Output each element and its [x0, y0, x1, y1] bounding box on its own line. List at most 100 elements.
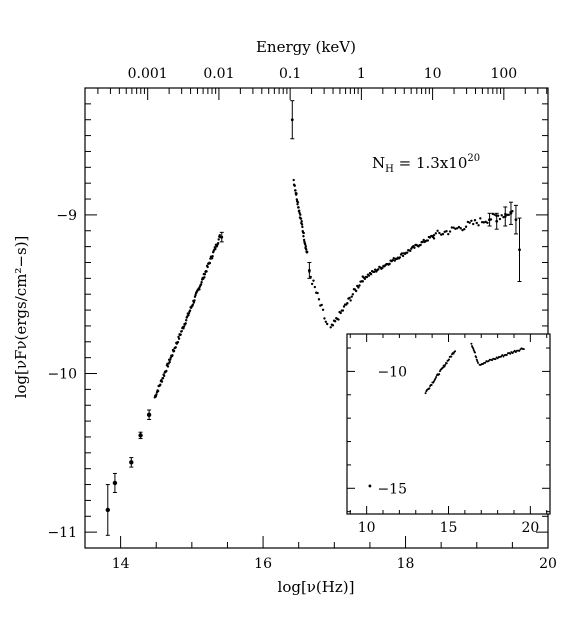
data-point: [300, 220, 303, 223]
data-point: [203, 273, 207, 276]
inset-data-point: [450, 355, 453, 358]
data-point: [205, 270, 208, 273]
data-point: [398, 256, 402, 259]
inset-data-point: [502, 355, 505, 358]
data-point: [192, 301, 196, 304]
data-point: [498, 217, 502, 221]
data-point: [300, 223, 304, 226]
inset-data-point: [444, 363, 447, 366]
data-point: [217, 238, 220, 241]
inset-x-tick-label: 15: [440, 520, 458, 536]
data-point: [304, 245, 308, 248]
data-point: [321, 308, 325, 312]
data-point: [296, 202, 299, 206]
data-point: [292, 178, 295, 182]
data-point: [171, 354, 174, 357]
data-point: [388, 262, 391, 266]
data-point: [346, 302, 349, 305]
data-point: [349, 299, 352, 302]
data-point: [329, 326, 332, 329]
data-point: [468, 221, 471, 224]
inset-axes: 10 15 20 −10 −15: [347, 334, 550, 536]
data-point: [400, 252, 404, 255]
data-point: [503, 215, 507, 218]
data-point: [161, 376, 165, 380]
x-tick-label: 14: [112, 556, 130, 572]
data-point: [331, 324, 335, 327]
data-point: [445, 229, 448, 233]
data-point: [165, 369, 168, 373]
data-point: [464, 225, 468, 228]
data-point: [138, 433, 143, 438]
data-point: [198, 288, 201, 291]
inset-data-point: [505, 353, 508, 356]
data-point: [303, 243, 307, 246]
data-point: [438, 231, 441, 235]
x-tick-label: 18: [397, 556, 415, 572]
data-point: [448, 230, 452, 233]
data-point: [426, 239, 430, 242]
data-point: [441, 232, 445, 236]
inset-data-point: [518, 349, 521, 352]
data-point: [367, 274, 371, 277]
top-axis-label: Energy (keV): [256, 38, 356, 56]
top-tick-label: 10: [424, 66, 442, 82]
data-point: [294, 189, 297, 192]
data-point: [194, 293, 197, 297]
data-point: [405, 251, 409, 254]
data-point: [323, 317, 326, 320]
data-point: [413, 246, 416, 249]
data-point: [369, 272, 373, 276]
data-point: [514, 218, 518, 222]
data-point: [486, 221, 489, 225]
data-point: [193, 299, 196, 302]
data-point: [299, 217, 303, 220]
data-point: [174, 346, 177, 349]
data-point: [324, 320, 328, 324]
data-point: [472, 222, 475, 226]
data-point: [203, 276, 206, 279]
data-point: [220, 235, 224, 239]
inset-y-tick-label: −10: [377, 364, 407, 380]
data-point: [479, 217, 482, 220]
inset-plot-points: [368, 342, 525, 488]
data-point: [337, 318, 340, 321]
data-point: [313, 285, 317, 289]
data-point: [455, 227, 459, 230]
data-point: [312, 279, 315, 282]
data-point: [507, 213, 511, 217]
data-point: [155, 393, 158, 396]
data-point: [218, 234, 221, 237]
inset-data-point: [443, 365, 446, 368]
data-point: [480, 220, 484, 224]
inset-background: [347, 334, 550, 514]
data-point: [304, 248, 308, 251]
data-point: [358, 284, 361, 287]
data-point: [184, 319, 188, 322]
data-point: [184, 322, 187, 325]
data-point: [447, 232, 450, 236]
data-point: [496, 214, 500, 217]
data-point: [182, 325, 186, 328]
data-point: [146, 412, 152, 417]
data-point: [112, 480, 118, 486]
y-tick-label: −10: [47, 367, 77, 383]
data-point: [475, 221, 478, 225]
inset-data-point: [475, 358, 478, 361]
data-point: [307, 269, 311, 272]
data-point: [316, 291, 319, 295]
data-point: [302, 231, 305, 235]
inset-data-point: [501, 354, 504, 357]
data-point: [162, 374, 166, 378]
data-point: [432, 233, 436, 237]
data-point: [484, 220, 487, 224]
inset-data-point: [448, 358, 451, 361]
data-point: [105, 507, 110, 513]
data-point: [188, 309, 192, 312]
y-tick-label: −9: [56, 208, 77, 224]
inset-plot-frame: [346, 333, 551, 515]
inset-y-tick-label: −15: [377, 481, 407, 497]
inset-data-point: [509, 352, 512, 355]
data-point: [419, 243, 422, 247]
